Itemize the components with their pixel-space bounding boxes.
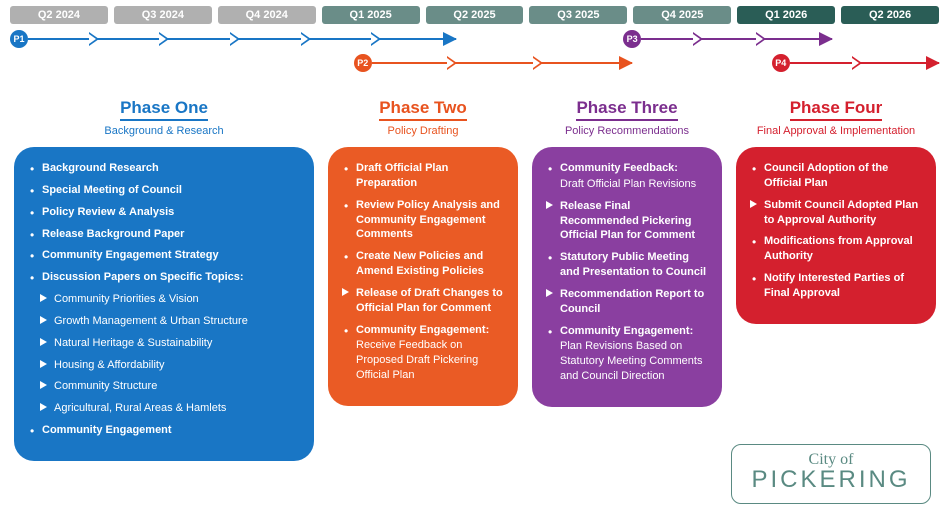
phase4-item-2: Modifications from Approval Authority (750, 234, 922, 264)
quarter-Q2-2024: Q2 2024 (10, 6, 108, 24)
phase1-item-5: Discussion Papers on Specific Topics: (28, 270, 300, 285)
phase2-item-0: Draft Official Plan Preparation (342, 161, 504, 191)
arrow-badge-p4: P4 (772, 54, 790, 72)
phase1-subtitle: Background & Research (14, 125, 314, 137)
phase1-item-8: Natural Heritage & Sustainability (40, 336, 300, 351)
arrow-p4: P4 (772, 56, 939, 70)
quarter-Q1-2025: Q1 2025 (322, 6, 420, 24)
phase2-subtitle: Policy Drafting (328, 125, 518, 137)
arrow-line-p2 (372, 62, 633, 64)
arrow-p3: P3 (623, 32, 832, 46)
phase3-card: Community Feedback:Draft Official Plan R… (532, 147, 722, 407)
phase3-item-0: Community Feedback:Draft Official Plan R… (546, 161, 708, 192)
quarter-Q3-2025: Q3 2025 (529, 6, 627, 24)
phase1-item-0: Background Research (28, 161, 300, 176)
arrow-p2: P2 (354, 56, 633, 70)
phase2-item-1: Review Policy Analysis and Community Eng… (342, 198, 504, 243)
arrow-line-p3 (641, 38, 832, 40)
arrow-p1: P1 (10, 32, 456, 46)
phase1-card: Background Research Special Meeting of Co… (14, 147, 314, 461)
arrow-badge-p1: P1 (10, 30, 28, 48)
phase3-item-3: Recommendation Report to Council (546, 287, 708, 317)
arrow-line-p4 (790, 62, 939, 64)
logo-script: City of (809, 454, 854, 467)
quarter-Q4-2025: Q4 2025 (633, 6, 731, 24)
city-logo: City of PICKERING (731, 444, 931, 504)
phase2-title: Phase Two (379, 98, 467, 121)
arrow-badge-p3: P3 (623, 30, 641, 48)
phase3-item-2: Statutory Public Meeting and Presentatio… (546, 250, 708, 280)
phase1-item-7: Growth Management & Urban Structure (40, 314, 300, 329)
quarter-Q1-2026: Q1 2026 (737, 6, 835, 24)
cards-row: Background Research Special Meeting of Co… (0, 137, 949, 461)
phase2-item-2: Create New Policies and Amend Existing P… (342, 249, 504, 279)
phase3-item-1: Release Final Recommended Pickering Offi… (546, 199, 708, 244)
phase4-item-0: Council Adoption of the Official Plan (750, 161, 922, 191)
phase1-item-6: Community Priorities & Vision (40, 292, 300, 307)
quarter-Q2-2025: Q2 2025 (426, 6, 524, 24)
phase4-item-3: Notify Interested Parties of Final Appro… (750, 271, 922, 301)
phase-headers: Phase One Background & Research Phase Tw… (0, 98, 949, 137)
phase2-item-3: Release of Draft Changes to Official Pla… (342, 286, 504, 316)
phase4-header: Phase Four Final Approval & Implementati… (736, 98, 936, 137)
phase4-subtitle: Final Approval & Implementation (736, 125, 936, 137)
phase4-item-1: Submit Council Adopted Plan to Approval … (750, 198, 922, 228)
quarter-Q2-2026: Q2 2026 (841, 6, 939, 24)
phase3-header: Phase Three Policy Recommendations (532, 98, 722, 137)
arrow-badge-p2: P2 (354, 54, 372, 72)
phase4-card: Council Adoption of the Official Plan Sub… (736, 147, 936, 324)
phase1-item-12: Community Engagement (28, 423, 300, 438)
arrows-area: P1 P2 P3 P4 (10, 28, 939, 94)
phase1-item-11: Agricultural, Rural Areas & Hamlets (40, 401, 300, 416)
phase1-item-3: Release Background Paper (28, 227, 300, 242)
phase3-title: Phase Three (576, 98, 677, 121)
phase4-title: Phase Four (790, 98, 883, 121)
phase1-item-4: Community Engagement Strategy (28, 248, 300, 263)
phase1-item-10: Community Structure (40, 379, 300, 394)
phase1-item-9: Housing & Affordability (40, 358, 300, 373)
phase3-subtitle: Policy Recommendations (532, 125, 722, 137)
logo-main: PICKERING (751, 466, 910, 494)
phase1-item-2: Policy Review & Analysis (28, 205, 300, 220)
quarter-Q4-2024: Q4 2024 (218, 6, 316, 24)
timeline-row: Q2 2024 Q3 2024 Q4 2024 Q1 2025 Q2 2025 Q3 20… (0, 0, 949, 24)
phase1-item-1: Special Meeting of Council (28, 183, 300, 198)
arrow-line-p1 (28, 38, 456, 40)
phase1-title: Phase One (120, 98, 208, 121)
quarter-Q3-2024: Q3 2024 (114, 6, 212, 24)
phase2-header: Phase Two Policy Drafting (328, 98, 518, 137)
phase1-header: Phase One Background & Research (14, 98, 314, 137)
phase2-item-4: Community Engagement:Receive Feedback on… (342, 323, 504, 383)
phase3-item-4: Community Engagement:Plan Revisions Base… (546, 324, 708, 384)
phase2-card: Draft Official Plan Preparation Review Po… (328, 147, 518, 406)
